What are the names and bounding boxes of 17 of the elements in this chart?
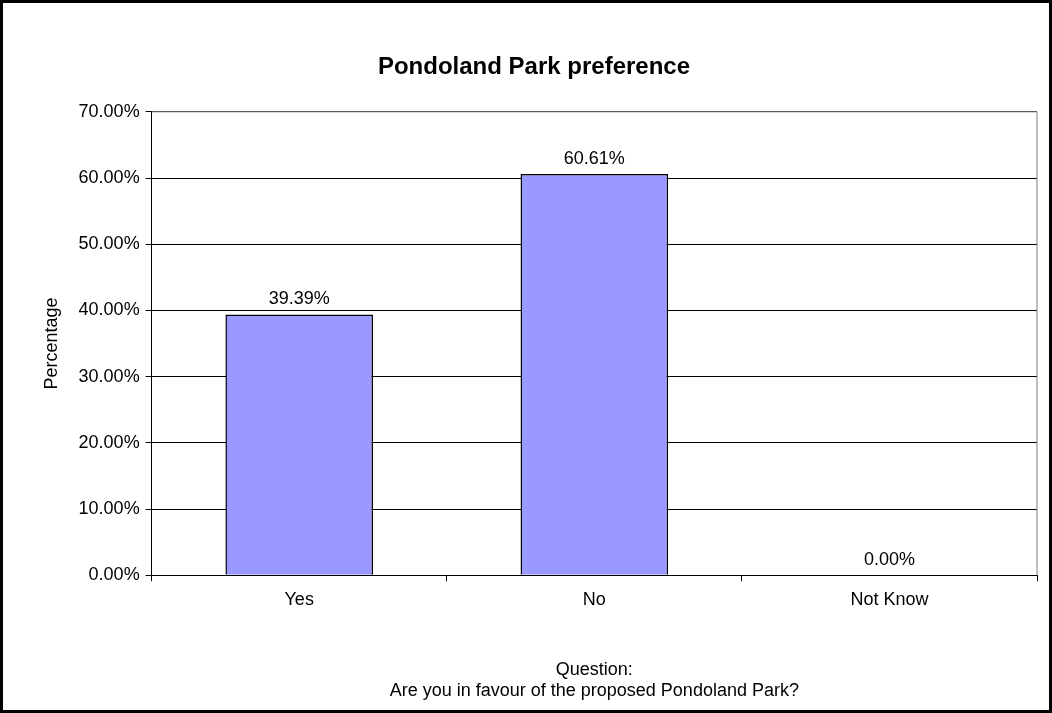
y-tick-label: 20.00% bbox=[78, 431, 140, 452]
data-label: 60.61% bbox=[563, 147, 625, 168]
y-tick-label: 30.00% bbox=[78, 365, 140, 386]
y-tick-label: 0.00% bbox=[88, 564, 140, 585]
y-axis-title: Percentage bbox=[40, 297, 61, 390]
y-tick-label: 10.00% bbox=[78, 497, 140, 518]
y-tick-label: 40.00% bbox=[78, 299, 140, 320]
x-tick-label: Yes bbox=[284, 588, 314, 609]
data-label: 39.39% bbox=[268, 288, 330, 309]
y-tick-label: 70.00% bbox=[78, 100, 140, 121]
data-label: 0.00% bbox=[863, 549, 915, 570]
y-tick-label: 50.00% bbox=[78, 233, 140, 254]
x-tick-label: Not Know bbox=[850, 588, 930, 609]
x-axis-title: Question: Are you in favour of the proposed Pondoland Park? bbox=[389, 658, 799, 701]
x-tick-label: No bbox=[582, 588, 606, 609]
chart-title: Pondoland Park preference bbox=[377, 52, 691, 80]
y-tick-label: 60.00% bbox=[78, 166, 140, 187]
